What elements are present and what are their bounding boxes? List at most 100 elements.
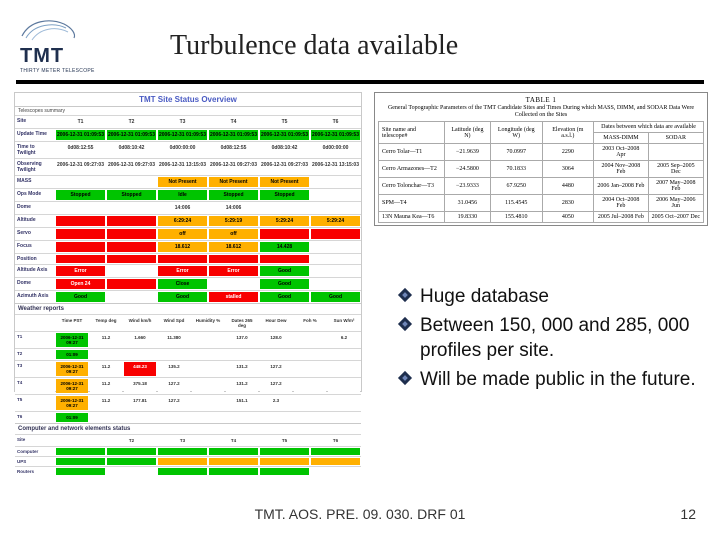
status-cell: 0d08:10:42 [260, 143, 309, 157]
status-cell: 14:006 [158, 203, 207, 213]
status-cell: 6.2 [328, 333, 360, 347]
status-cell [209, 468, 258, 475]
site-table: Site name and telescope#Latitude (deg N)… [378, 121, 704, 223]
table-cell: 155.4810 [490, 212, 542, 223]
status-cell [107, 255, 156, 263]
status-cell [311, 203, 360, 213]
status-cell [260, 448, 309, 455]
row-header: Servo [15, 228, 55, 240]
table-cell: 2005 Sep–2005 Dec [648, 161, 703, 178]
row-header: Site [15, 435, 55, 446]
status-cell [107, 292, 156, 302]
table-caption-2: General Topographic Parameters of the TM… [375, 105, 707, 121]
table-cell: 3064 [542, 161, 594, 178]
status-cell: 2006-12-31 09:27:03 [107, 160, 156, 174]
footer-page-number: 12 [680, 506, 696, 522]
bullet-item: Will be made public in the future. [400, 367, 700, 392]
status-cell: 2006-12-31 13:15:03 [158, 160, 207, 174]
status-cell [56, 216, 105, 226]
status-cell [56, 468, 105, 475]
row-header: Computer [15, 447, 55, 456]
status-cell: 14.428 [260, 242, 309, 252]
status-cell [107, 229, 156, 239]
logo: TMT THIRTY METER TELESCOPE [20, 16, 120, 74]
status-cell: 11.2 [90, 362, 122, 376]
status-cell: 0d00:00:00 [311, 143, 360, 157]
status-cell: 11.2 [90, 379, 122, 393]
status-cell [192, 333, 224, 347]
status-cell [158, 255, 207, 263]
status-cell: T3 [158, 117, 207, 127]
status-cell: Error [56, 266, 105, 276]
status-cell: T6 [311, 436, 360, 445]
status-cell: 2006-12-31 01:09:53 [107, 130, 156, 140]
status-cell: off [209, 229, 258, 239]
page-title: Turbulence data available [170, 30, 458, 62]
status-cell: 128.0 [260, 333, 292, 347]
status-cell [107, 242, 156, 252]
status-cell: Good [56, 292, 105, 302]
status-cell: 127.2 [260, 379, 292, 393]
status-cell [56, 436, 105, 445]
status-cell: 137.0 [226, 333, 258, 347]
status-cell: 1.660 [124, 333, 156, 347]
status-cell: 131.2 [226, 379, 258, 393]
status-cell [107, 448, 156, 455]
table-cell: 2006 May–2006 Jun [648, 195, 703, 212]
row-header: Routers [15, 467, 55, 476]
row-header: Altitude Axis [15, 265, 55, 277]
status-cell: 11.380 [158, 333, 190, 347]
status-cell: T3 [158, 436, 207, 445]
status-cell: T4 [209, 436, 258, 445]
status-cell [311, 242, 360, 252]
status-cell: 2006-12-31 09:27 [56, 362, 88, 376]
table-cell: 31.0456 [444, 195, 490, 212]
table-cell: 67.9250 [490, 178, 542, 195]
status-cell: 11.2 [90, 396, 122, 410]
status-grid: SiteT1T2T3T4T5T6Update Time2006-12-31 01… [15, 115, 361, 303]
table-cell: 2004 Oct–2008 Feb [594, 195, 649, 212]
status-cell: 18.612 [158, 242, 207, 252]
status-cell: 14:006 [209, 203, 258, 213]
row-header: Position [15, 254, 55, 264]
status-cell [311, 177, 360, 187]
status-cell: 2006-12-31 09:27:03 [56, 160, 105, 174]
network-section-title: Computer and network elements status [15, 423, 361, 434]
table-cell: −24.5800 [444, 161, 490, 178]
status-cell [294, 396, 326, 410]
status-cell [209, 448, 258, 455]
table-cell: 2004 Nov–2008 Feb [594, 161, 649, 178]
footer-center: TMT. AOS. PRE. 09. 030. DRF 01 [0, 506, 720, 522]
status-cell: Open 24 [56, 279, 105, 289]
row-header: T3 [15, 361, 55, 377]
status-cell [158, 350, 190, 359]
status-cell: 5:29:19 [209, 216, 258, 226]
status-cell: Not Present [260, 177, 309, 187]
status-cell: 2006-12-31 01:09:53 [56, 130, 105, 140]
status-cell [192, 379, 224, 393]
status-cell [294, 413, 326, 422]
slide: TMT THIRTY METER TELESCOPE Turbulence da… [0, 0, 720, 540]
table-cell: 2290 [542, 144, 594, 161]
status-cell: Stopped [107, 190, 156, 200]
status-cell: T2 [107, 436, 156, 445]
status-cell: off [158, 229, 207, 239]
row-header: T2 [15, 349, 55, 360]
status-cell [260, 255, 309, 263]
status-cell: 127.2 [158, 396, 190, 410]
table-cell: Cerro Tolonchar—T3 [379, 178, 445, 195]
status-cell [107, 216, 156, 226]
status-cell: 6:29:24 [158, 216, 207, 226]
status-cell: 2006-12-31 01:09:53 [260, 130, 309, 140]
table-cell: 13N Mauna Kea—T6 [379, 212, 445, 223]
status-cell [328, 413, 360, 422]
status-cell: 01:09 [56, 413, 88, 422]
table-cell [648, 144, 703, 161]
table-caption-1: TABLE 1 [375, 93, 707, 105]
divider [16, 80, 704, 84]
status-cell: 127.2 [260, 362, 292, 376]
status-cell: 375.18 [124, 379, 156, 393]
table-cell: 2007 May–2008 Feb [648, 178, 703, 195]
status-cell: 18.612 [209, 242, 258, 252]
table-cell: 2005 Jul–2008 Feb [594, 212, 649, 223]
